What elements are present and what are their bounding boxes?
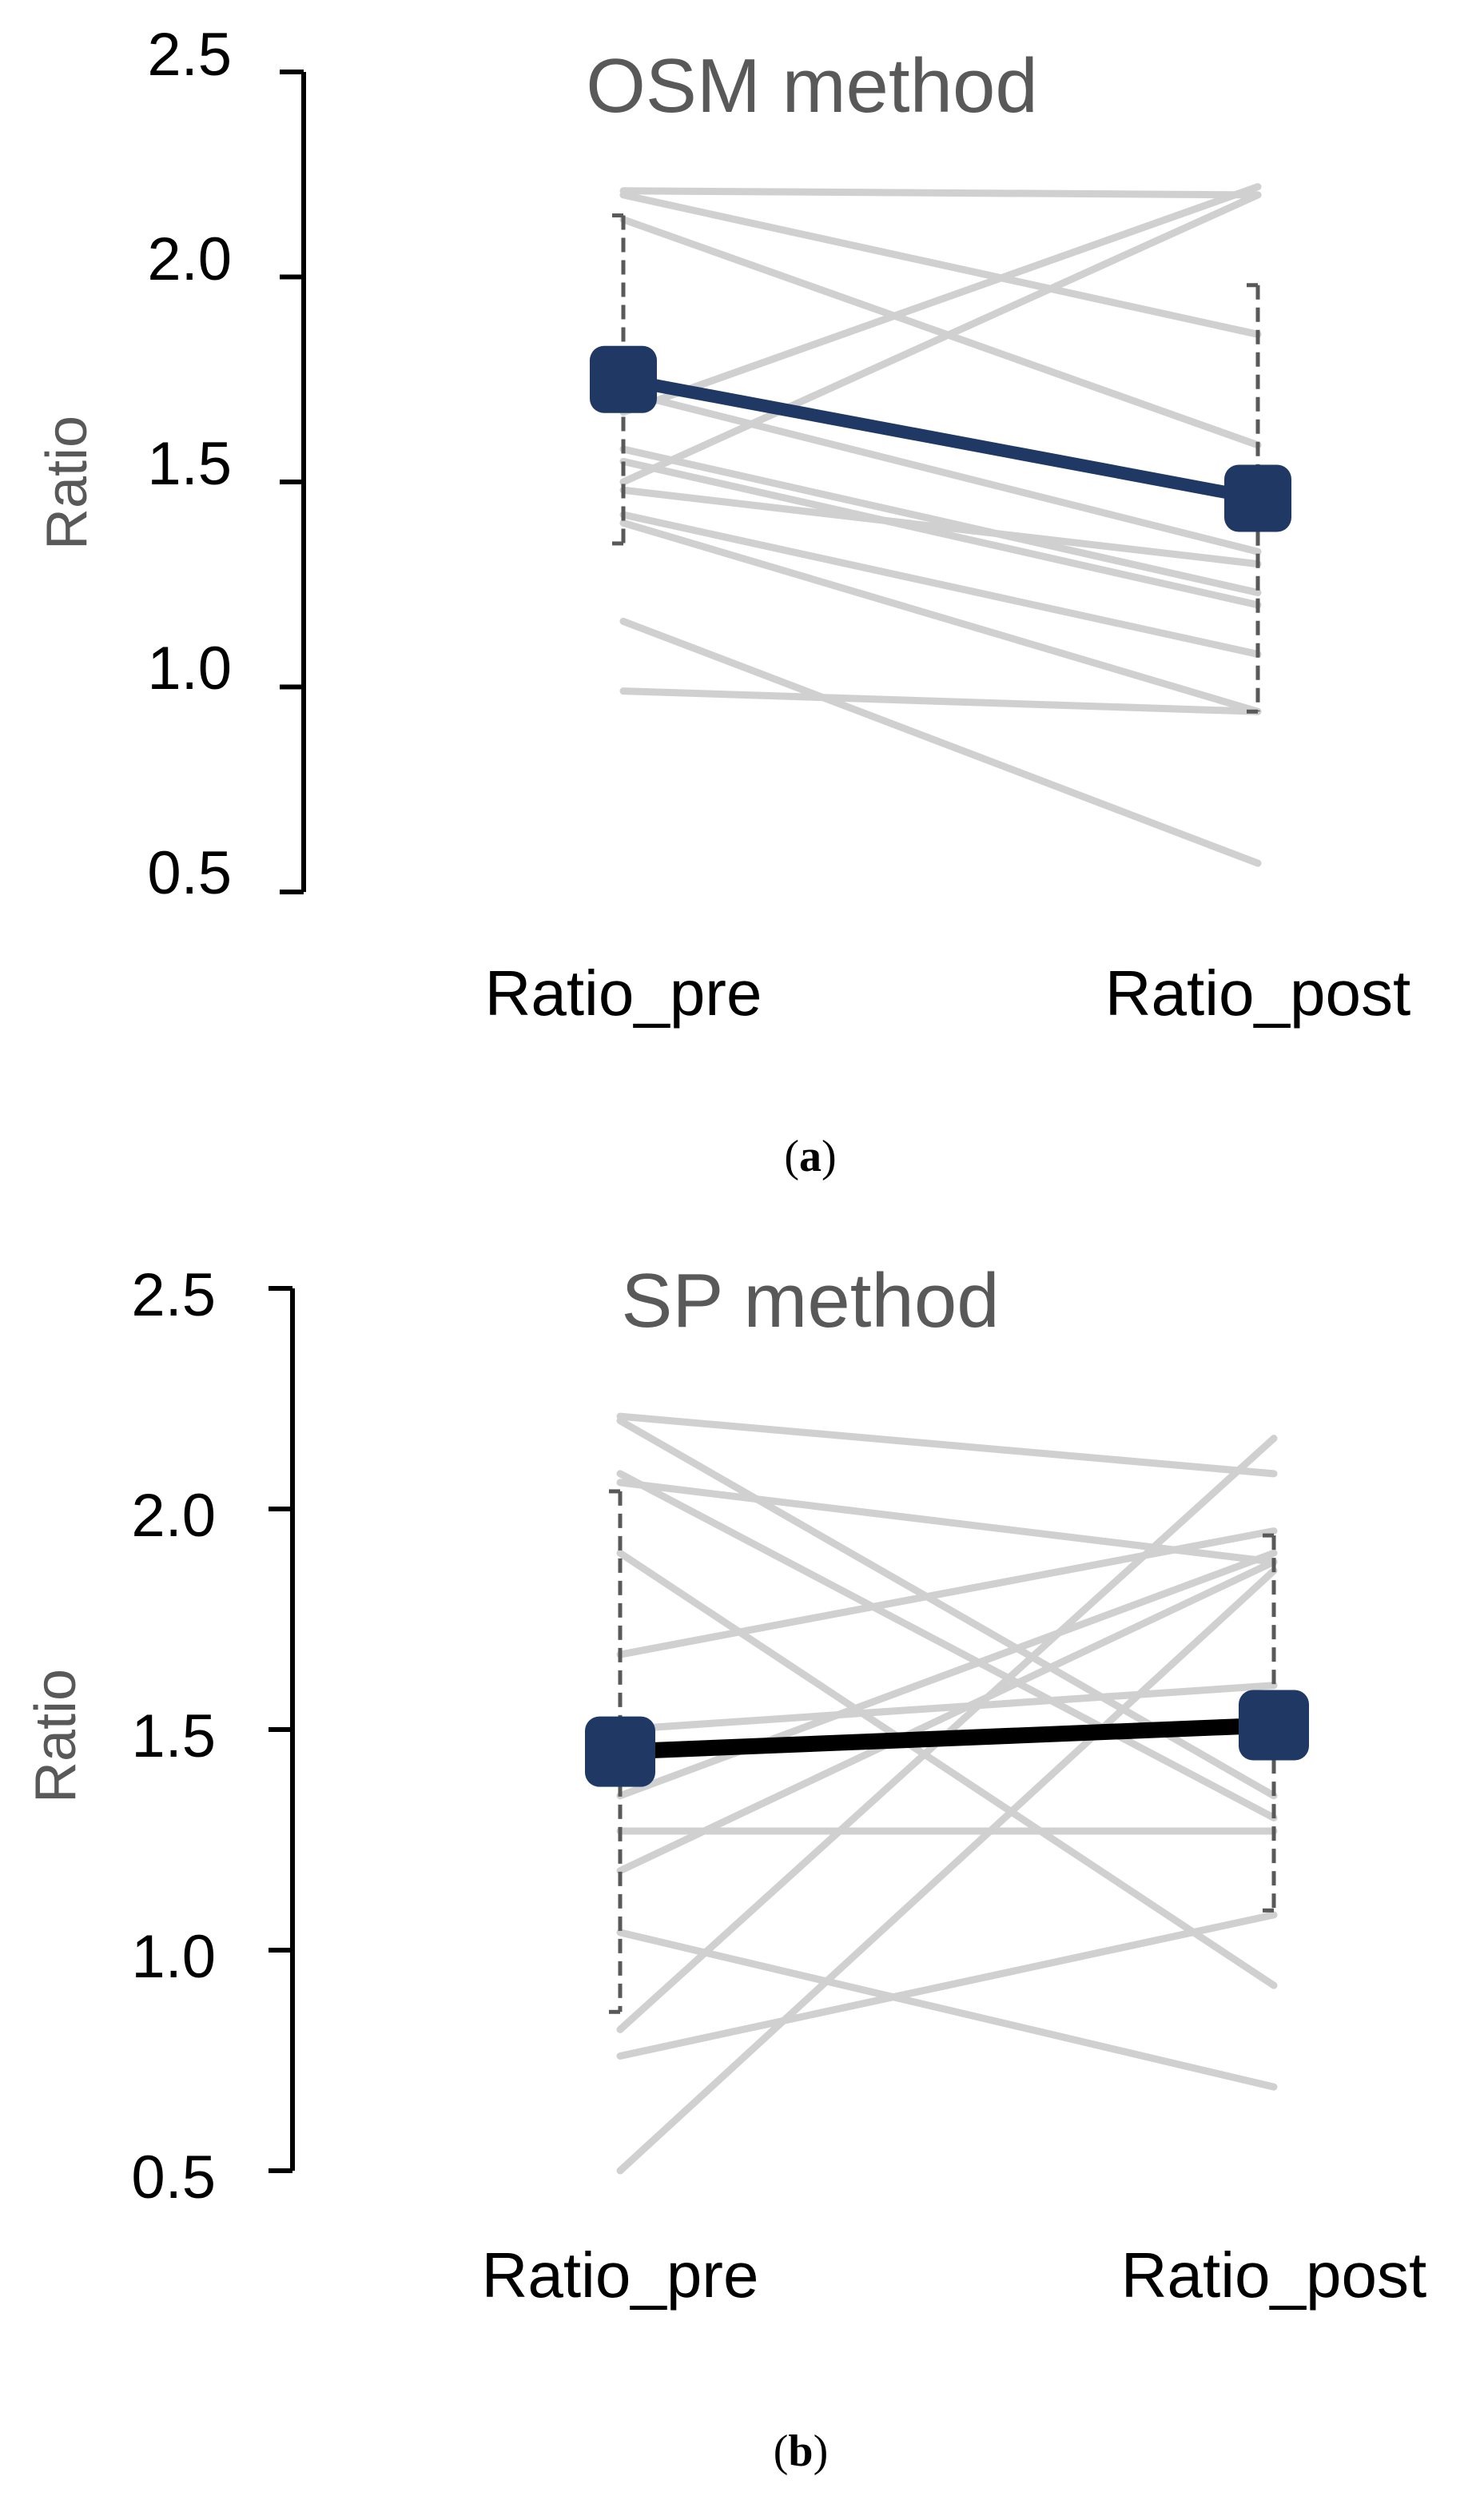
y-axis-ticks: 0.5 1.0 1.5 2.0 2.5 — [147, 21, 232, 907]
individual-line-subject-8 — [619, 191, 1262, 486]
individual-line-subject-1 — [619, 187, 1262, 199]
individual-line-subject-12 — [619, 617, 1262, 867]
y-tick-label: 1.5 — [147, 430, 232, 498]
individual-line-subject-6 — [619, 445, 1262, 597]
panel-b: SP method Ratio 0.5 1.0 1.5 2.0 2.5 Rati… — [24, 1258, 1426, 2476]
individual-line-subject-2 — [619, 191, 1262, 338]
y-tick-label: 2.5 — [147, 21, 232, 89]
individual-line-subject-14 — [616, 1567, 1278, 2175]
panel-caption: (a) — [784, 1132, 836, 1181]
mean-marker-Ratio_post — [1239, 1690, 1309, 1761]
mean-marker-Ratio_pre — [590, 345, 657, 413]
mean-line — [622, 372, 1259, 505]
individual-line-subject-8 — [616, 1549, 1278, 1800]
individual-line-subject-6 — [616, 1527, 1278, 1658]
chart-title: OSM method — [586, 43, 1038, 129]
mean-marker-Ratio_pre — [585, 1716, 655, 1787]
x-category-label: Ratio_post — [1105, 957, 1410, 1029]
individual-line-subject-4 — [619, 183, 1262, 416]
x-category-label: Ratio_post — [1121, 2239, 1426, 2311]
individual-line-subject-11 — [619, 519, 1262, 715]
individual-line-subject-11 — [616, 1929, 1278, 2091]
y-tick-label: 1.0 — [147, 635, 232, 703]
panel-caption: (b) — [774, 2426, 828, 2476]
panel-a: OSM method Ratio 0.5 1.0 1.5 2.0 2.5 Rat… — [35, 21, 1410, 1181]
individual-line-subject-7 — [619, 457, 1262, 609]
x-category-label: Ratio_pre — [482, 2239, 759, 2311]
individual-line-subject-10 — [616, 1558, 1278, 1875]
individual-line-subject-5 — [616, 1549, 1278, 1989]
chart-title: SP method — [621, 1258, 999, 1344]
individual-line-subject-3 — [619, 216, 1262, 449]
mean-line — [619, 1717, 1275, 1760]
x-category-label: Ratio_pre — [485, 957, 762, 1029]
y-tick-label: 0.5 — [147, 839, 232, 907]
mean-marker-Ratio_post — [1224, 464, 1291, 532]
individual-line-subject-13 — [616, 1911, 1278, 2060]
y-tick-label: 2.0 — [147, 225, 232, 293]
individual-line-subject-7 — [616, 1682, 1278, 1734]
individual-lines — [616, 1412, 1278, 2175]
y-axis-label: Ratio — [35, 416, 99, 550]
individual-line-subject-1 — [616, 1412, 1278, 1478]
y-axis-label: Ratio — [24, 1669, 88, 1803]
y-tick-label: 1.0 — [131, 1923, 216, 1991]
individual-line-subject-9 — [619, 486, 1262, 568]
individual-line-subject-10 — [619, 511, 1262, 658]
y-axis-ticks: 0.5 1.0 1.5 2.0 2.5 — [131, 1261, 216, 2211]
individual-lines — [619, 183, 1262, 867]
individual-line-subject-3 — [616, 1470, 1278, 1821]
y-tick-label: 2.0 — [131, 1482, 216, 1550]
y-tick-label: 0.5 — [131, 2144, 216, 2211]
panel-caption-letter: a — [799, 1132, 822, 1181]
panel-caption-letter: b — [788, 2426, 813, 2476]
y-tick-label: 2.5 — [131, 1261, 216, 1329]
individual-line-subject-5 — [619, 388, 1262, 555]
individual-line-subject-13 — [619, 687, 1262, 715]
y-tick-label: 1.5 — [131, 1702, 216, 1770]
